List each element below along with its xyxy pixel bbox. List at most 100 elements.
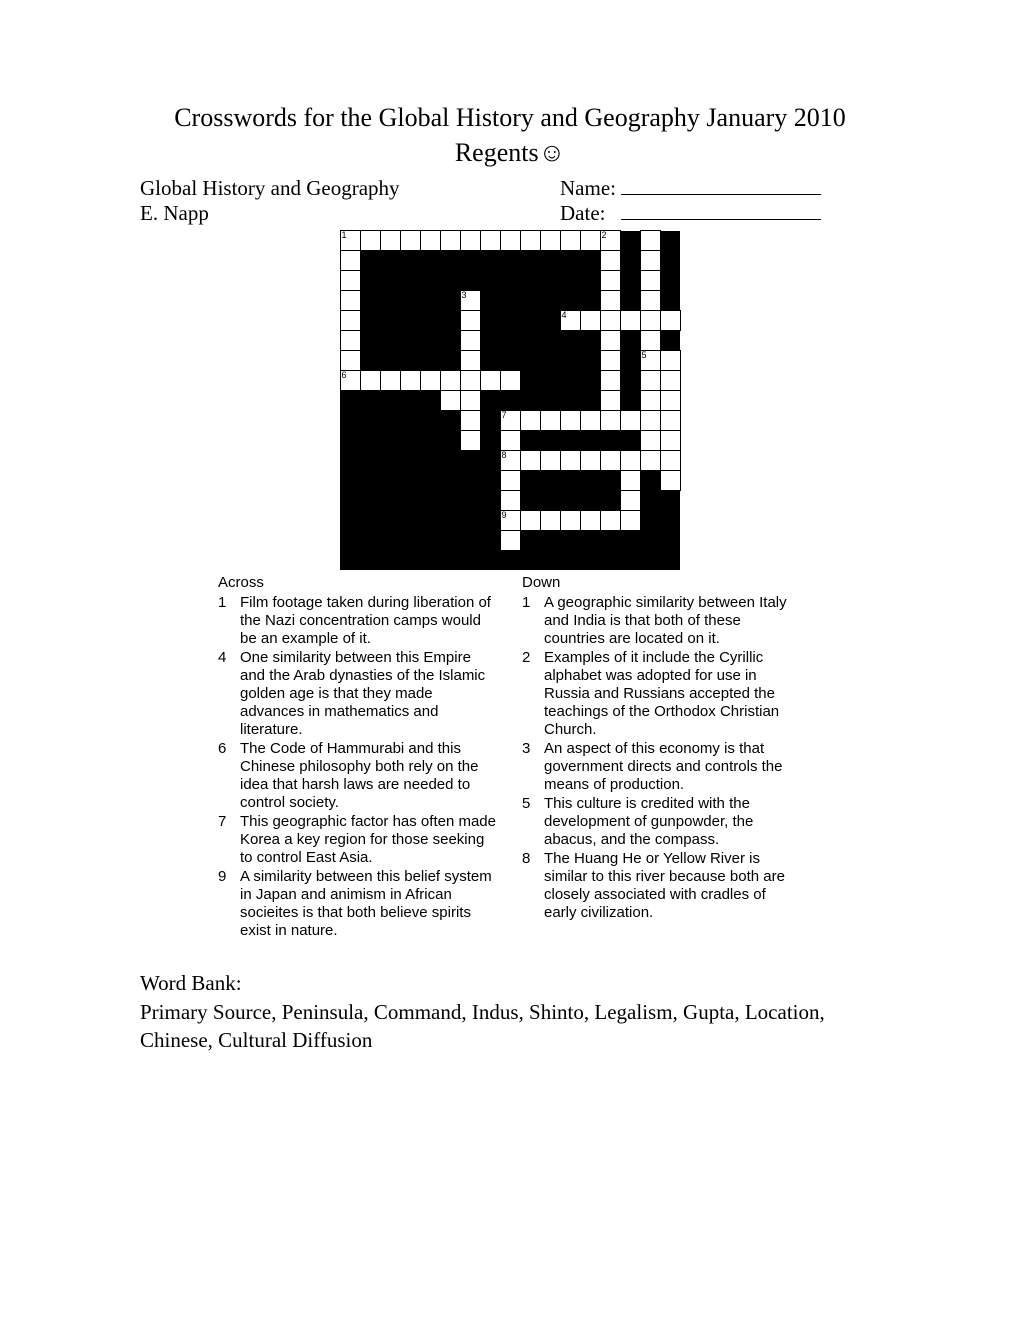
crossword-cell[interactable] [500,231,520,251]
crossword-cell[interactable] [580,451,600,471]
crossword-cell[interactable] [580,311,600,331]
crossword-cell[interactable]: 2 [600,231,620,251]
crossword-cell[interactable] [360,371,380,391]
crossword-cell[interactable] [460,351,480,371]
crossword-cell[interactable] [620,471,640,491]
crossword-cell[interactable] [640,291,660,311]
crossword-cell[interactable] [440,391,460,411]
crossword-cell[interactable] [540,411,560,431]
crossword-cell[interactable] [600,291,620,311]
crossword-cell[interactable] [460,331,480,351]
crossword-cell[interactable] [340,311,360,331]
crossword-cell[interactable] [400,371,420,391]
crossword-cell[interactable]: 9 [500,511,520,531]
crossword-cell[interactable] [640,231,660,251]
crossword-cell[interactable]: 7 [500,411,520,431]
crossword-cell[interactable] [340,351,360,371]
crossword-cell[interactable] [440,231,460,251]
crossword-cell[interactable] [600,391,620,411]
crossword-cell[interactable] [420,231,440,251]
crossword-cell[interactable]: 4 [560,311,580,331]
crossword-cell[interactable] [580,411,600,431]
crossword-cell[interactable] [660,451,680,471]
crossword-cell[interactable] [500,371,520,391]
crossword-cell[interactable] [660,391,680,411]
crossword-cell[interactable] [340,251,360,271]
crossword-cell[interactable] [640,311,660,331]
crossword-cell[interactable] [500,531,520,551]
crossword-cell[interactable] [600,371,620,391]
crossword-cell[interactable] [560,231,580,251]
crossword-cell[interactable] [440,371,460,391]
crossword-cell[interactable] [480,231,500,251]
crossword-cell[interactable] [640,251,660,271]
crossword-cell[interactable] [540,231,560,251]
crossword-cell[interactable] [600,451,620,471]
crossword-cell[interactable] [380,371,400,391]
crossword-cell[interactable] [500,471,520,491]
crossword-cell[interactable] [600,331,620,351]
crossword-cell[interactable] [620,411,640,431]
crossword-cell[interactable] [400,231,420,251]
crossword-cell[interactable] [640,371,660,391]
crossword-cell[interactable] [640,431,660,451]
date-blank[interactable] [621,219,821,220]
crossword-cell[interactable] [640,411,660,431]
crossword-cell[interactable] [520,451,540,471]
crossword-black [440,451,460,471]
crossword-cell[interactable] [340,331,360,351]
crossword-cell[interactable] [460,391,480,411]
crossword-cell[interactable] [460,231,480,251]
across-column: Across 1Film footage taken during libera… [218,574,498,941]
crossword-cell[interactable] [500,491,520,511]
crossword-cell[interactable]: 5 [640,351,660,371]
crossword-cell[interactable] [640,451,660,471]
crossword-cell[interactable] [660,311,680,331]
crossword-cell[interactable] [520,411,540,431]
crossword-cell[interactable] [620,311,640,331]
crossword-cell[interactable] [660,431,680,451]
crossword-cell[interactable] [540,511,560,531]
crossword-cell[interactable] [580,231,600,251]
crossword-cell[interactable] [560,451,580,471]
crossword-cell[interactable] [460,311,480,331]
crossword-cell[interactable] [560,411,580,431]
crossword-cell[interactable] [620,511,640,531]
crossword-cell[interactable] [660,411,680,431]
crossword-cell[interactable] [460,411,480,431]
crossword-cell[interactable]: 1 [340,231,360,251]
crossword-cell[interactable] [600,411,620,431]
crossword-cell[interactable] [340,271,360,291]
crossword-cell[interactable] [600,251,620,271]
crossword-cell[interactable] [600,511,620,531]
crossword-cell[interactable] [600,351,620,371]
crossword-cell[interactable] [620,491,640,511]
crossword-cell[interactable] [540,451,560,471]
crossword-cell[interactable] [560,511,580,531]
crossword-cell[interactable]: 6 [340,371,360,391]
crossword-cell[interactable] [420,371,440,391]
crossword-cell[interactable] [600,311,620,331]
crossword-cell[interactable] [600,271,620,291]
crossword-cell[interactable] [500,431,520,451]
crossword-cell[interactable] [480,371,500,391]
crossword-black [560,531,580,551]
crossword-cell[interactable] [660,371,680,391]
crossword-cell[interactable] [520,511,540,531]
crossword-cell[interactable] [340,291,360,311]
crossword-cell[interactable] [620,451,640,471]
crossword-cell[interactable] [460,431,480,451]
crossword-cell[interactable]: 8 [500,451,520,471]
crossword-cell[interactable] [460,371,480,391]
crossword-cell[interactable] [640,331,660,351]
crossword-cell[interactable] [640,271,660,291]
crossword-cell[interactable] [660,471,680,491]
name-blank[interactable] [621,194,821,195]
crossword-cell[interactable] [580,511,600,531]
crossword-cell[interactable]: 3 [460,291,480,311]
crossword-cell[interactable] [660,351,680,371]
crossword-cell[interactable] [640,391,660,411]
crossword-cell[interactable] [360,231,380,251]
crossword-cell[interactable] [380,231,400,251]
crossword-cell[interactable] [520,231,540,251]
